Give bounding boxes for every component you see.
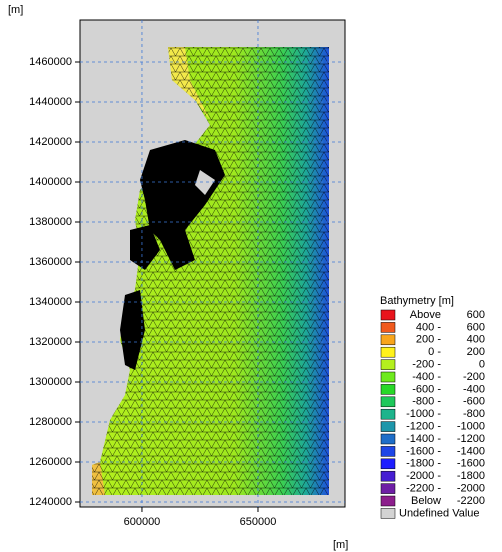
legend-range-to: 0 [479, 359, 485, 371]
legend-range-from: Below [411, 495, 441, 507]
legend-range-to: -1000 [457, 421, 485, 433]
y-tick-label: 1440000 [29, 96, 72, 108]
legend-range-from: -1000 - [406, 408, 441, 420]
legend-swatch [381, 484, 395, 494]
y-tick-label: 1280000 [29, 416, 72, 428]
legend-range-to: -800 [463, 408, 485, 420]
legend-range-to: -400 [463, 383, 485, 395]
y-tick-label: 1320000 [29, 336, 72, 348]
legend-range-from: Above [410, 309, 441, 321]
legend-swatch [381, 409, 395, 419]
legend-range-to: 200 [467, 346, 485, 358]
legend-range-from: -2000 - [406, 470, 441, 482]
legend-swatch [381, 360, 395, 370]
legend-swatch [381, 335, 395, 345]
legend-range-from: -1200 - [406, 421, 441, 433]
x-tick-label: 600000 [124, 516, 161, 528]
x-unit: [m] [333, 539, 348, 551]
legend-range-from: 0 - [428, 346, 441, 358]
y-tick-label: 1420000 [29, 136, 72, 148]
y-tick-label: 1400000 [29, 176, 72, 188]
legend-range-to: -1800 [457, 470, 485, 482]
legend-swatch [381, 397, 395, 407]
y-tick-label: 1240000 [29, 496, 72, 508]
legend-swatch [381, 310, 395, 320]
legend-range-to: 600 [467, 321, 485, 333]
legend-swatch [381, 471, 395, 481]
y-tick-label: 1460000 [29, 56, 72, 68]
legend-range-from: -800 - [412, 396, 441, 408]
legend-range-to: -1200 [457, 433, 485, 445]
y-tick-label: 1340000 [29, 296, 72, 308]
legend-range-to: -200 [463, 371, 485, 383]
legend-range-to: 400 [467, 334, 485, 346]
legend-range-from: -1800 - [406, 458, 441, 470]
x-tick-label: 650000 [240, 516, 277, 528]
legend-title: Bathymetry [m] [380, 295, 454, 307]
legend-swatch [381, 434, 395, 444]
legend-swatch [381, 508, 395, 518]
legend-swatch [381, 496, 395, 506]
legend-range-from: -1600 - [406, 445, 441, 457]
legend-range-from: -600 - [412, 383, 441, 395]
legend-range-to: 600 [467, 309, 485, 321]
legend-range-to: -1600 [457, 458, 485, 470]
legend-swatch [381, 446, 395, 456]
legend-range-to: -600 [463, 396, 485, 408]
legend-swatch [381, 322, 395, 332]
legend-label: Undefined Value [399, 507, 480, 519]
legend-range-to: -2200 [457, 495, 485, 507]
legend-range-to: -2000 [457, 483, 485, 495]
legend-swatch [381, 384, 395, 394]
legend-swatch [381, 372, 395, 382]
legend-range-from: 400 - [416, 321, 441, 333]
y-tick-label: 1360000 [29, 256, 72, 268]
legend-range-from: -200 - [412, 359, 441, 371]
legend-range-from: -400 - [412, 371, 441, 383]
legend-swatch [381, 347, 395, 357]
y-unit: [m] [8, 4, 23, 16]
chart: [m] [m] Bathymetry [m] 1240000 1260000 128… [0, 0, 502, 552]
legend-range-from: 200 - [416, 334, 441, 346]
legend-range-from: -1400 - [406, 433, 441, 445]
y-tick-label: 1300000 [29, 376, 72, 388]
y-tick-label: 1260000 [29, 456, 72, 468]
legend-swatch [381, 422, 395, 432]
legend-range-from: -2200 - [406, 483, 441, 495]
legend-swatch [381, 459, 395, 469]
legend-range-to: -1400 [457, 445, 485, 457]
y-tick-label: 1380000 [29, 216, 72, 228]
